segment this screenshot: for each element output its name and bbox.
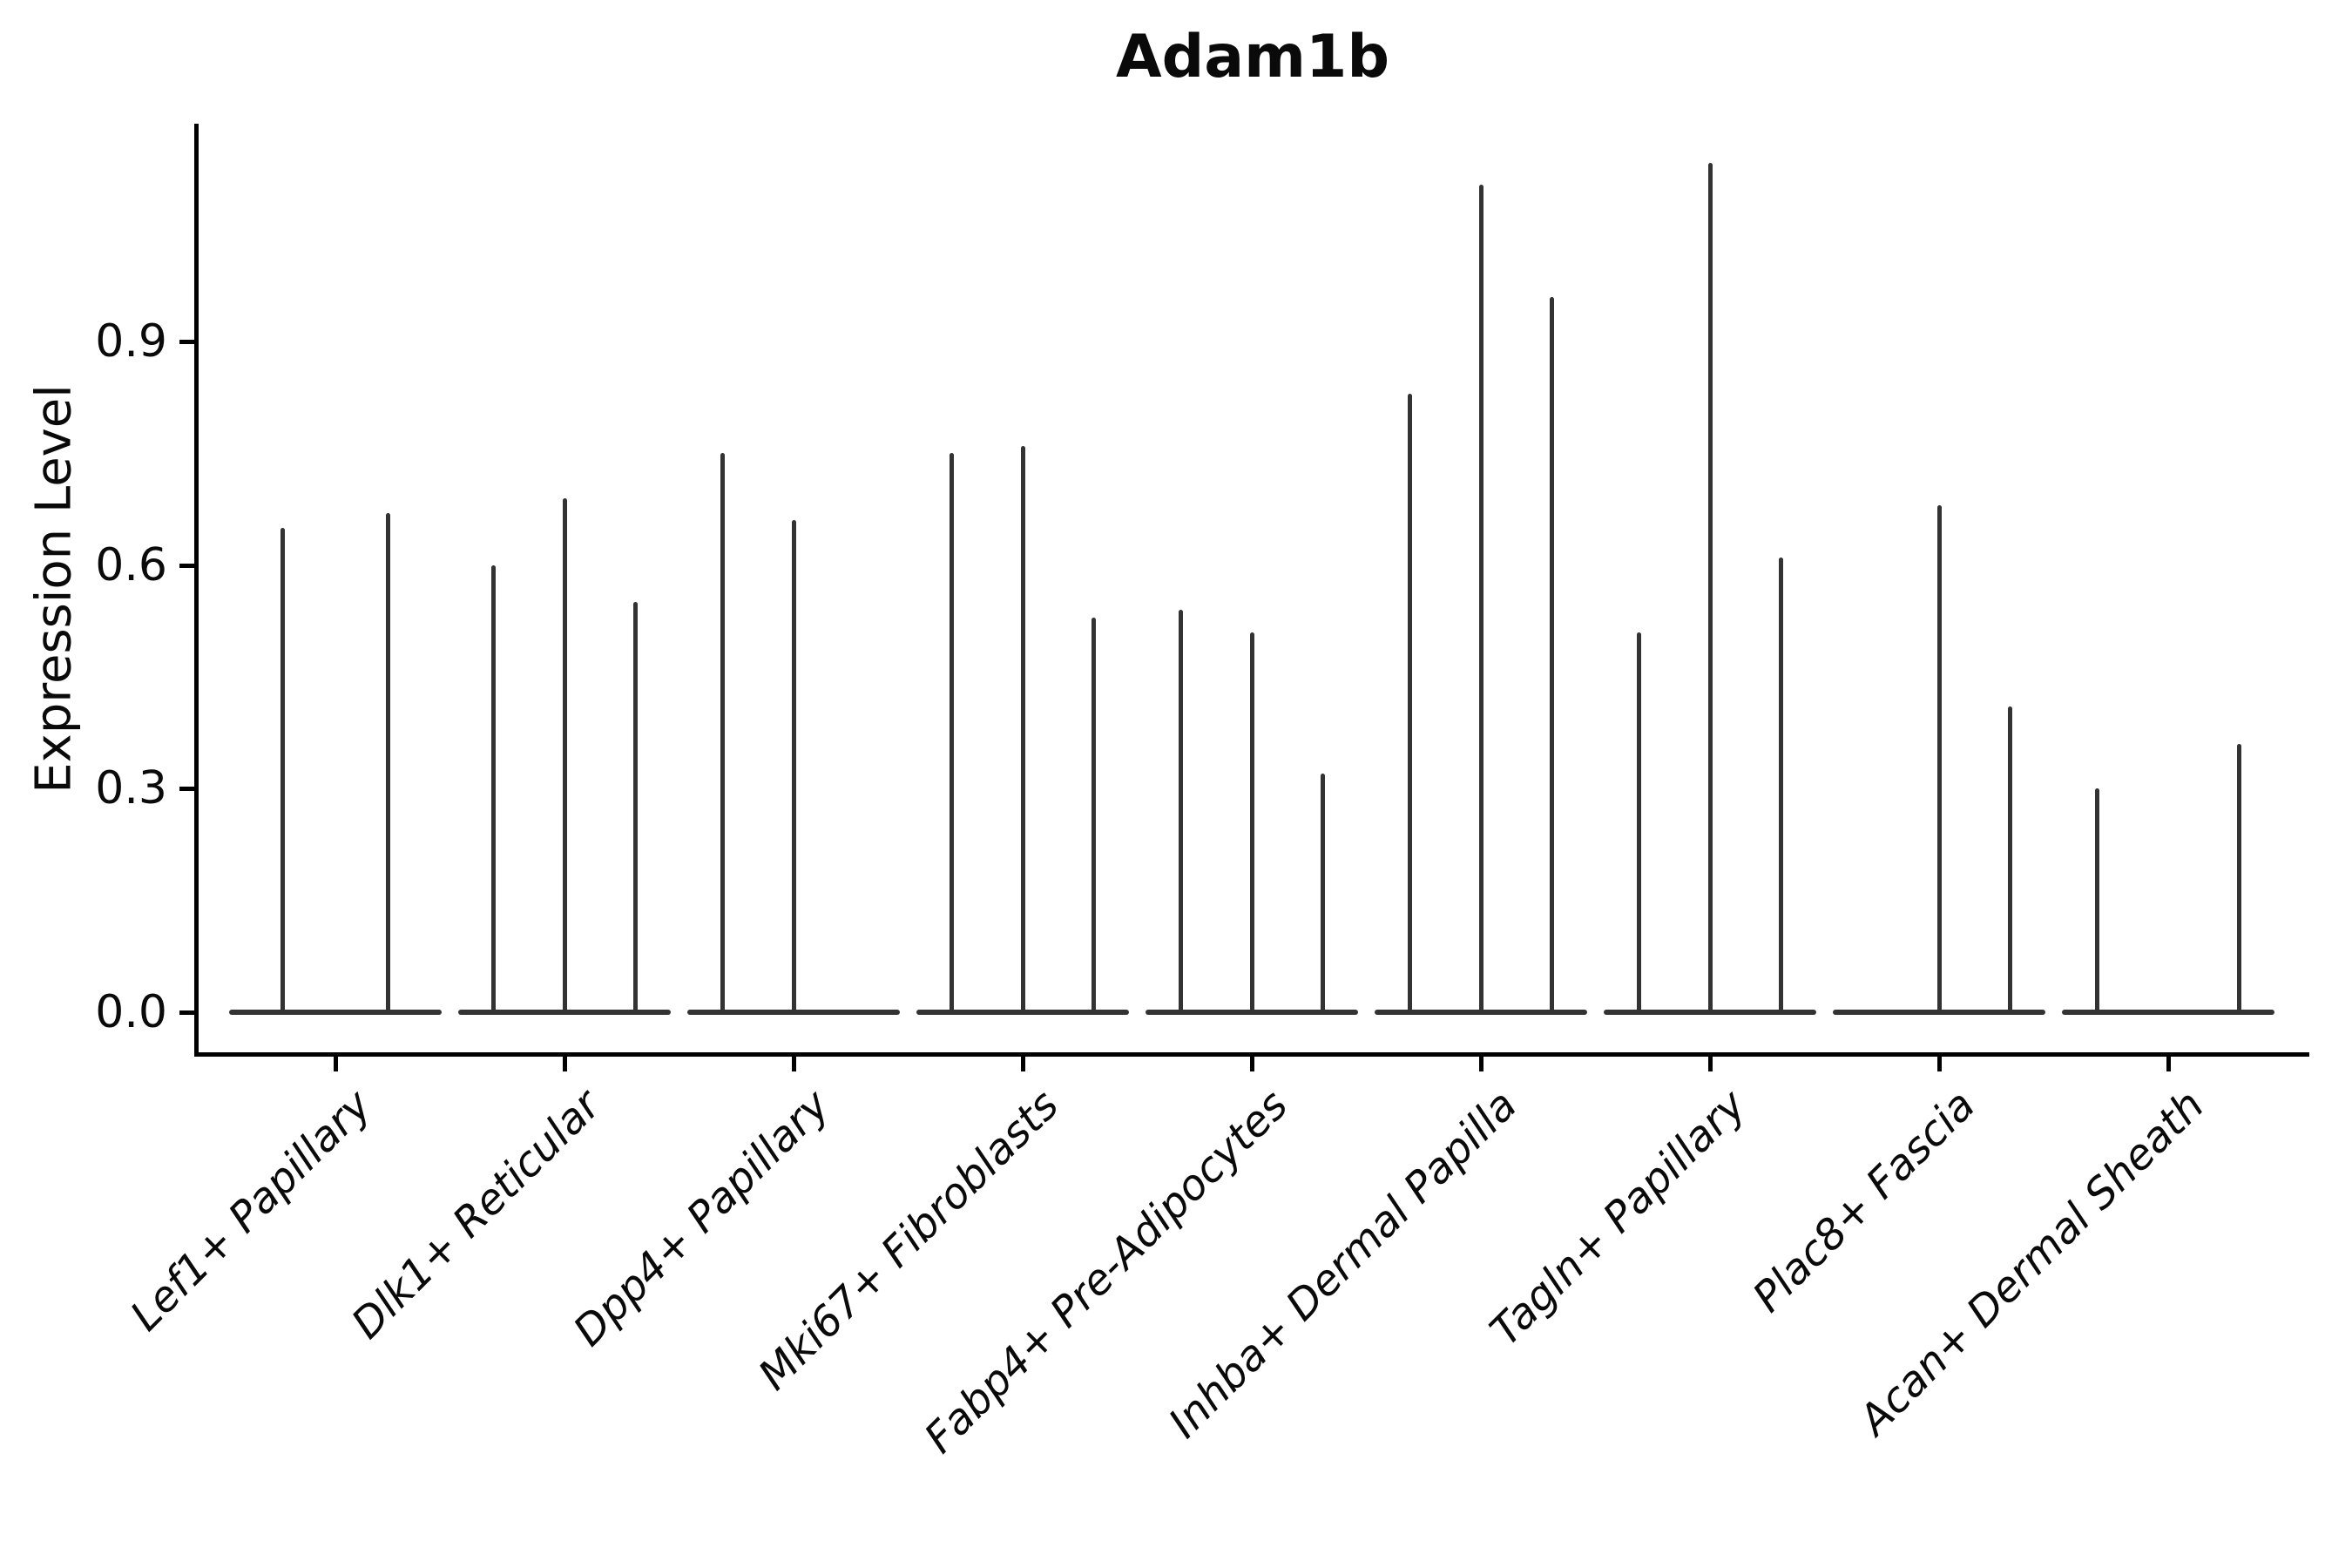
y-tick-mark — [179, 563, 195, 568]
violin-spike — [633, 602, 639, 1014]
violin-spike — [385, 512, 390, 1014]
x-tick-mark — [1479, 1056, 1484, 1071]
violin-spike — [1779, 558, 1784, 1014]
violin-spike — [1092, 617, 1097, 1014]
y-tick-mark — [179, 339, 195, 344]
x-tick-mark — [1250, 1056, 1254, 1071]
violin-spike — [2237, 743, 2242, 1014]
x-tick-mark — [334, 1056, 338, 1071]
chart-title: Adam1b — [1115, 23, 1390, 91]
x-tick-label: Dlk1+ Reticular — [341, 1080, 611, 1348]
y-axis-spine — [194, 124, 199, 1057]
y-tick-label: 0.6 — [95, 538, 167, 591]
violin-spike — [280, 527, 285, 1014]
violin-spike — [490, 564, 496, 1014]
violin-spike — [2008, 706, 2013, 1014]
x-tick-label: Tagln+ Papillary — [1480, 1080, 1756, 1355]
x-tick-mark — [2166, 1056, 2171, 1071]
x-tick-label: Dpp4+ Papillary — [564, 1080, 840, 1356]
violin-spike — [1550, 296, 1555, 1014]
x-tick-mark — [563, 1056, 567, 1071]
violin-spike — [791, 520, 796, 1014]
x-tick-label: Fabp4+ Pre-Adipocytes — [915, 1080, 1298, 1463]
violin-spike — [1178, 609, 1183, 1014]
y-tick-mark — [179, 1010, 195, 1015]
y-tick-label: 0.9 — [95, 314, 167, 368]
x-tick-mark — [792, 1056, 796, 1071]
violin-spike — [1020, 445, 1025, 1014]
violin-baseline — [2062, 1010, 2274, 1015]
violin-spike — [720, 453, 725, 1014]
y-tick-mark — [179, 787, 195, 792]
violin-spike — [1321, 774, 1326, 1014]
y-axis-label: Expression Level — [25, 384, 83, 794]
violin-spike — [1936, 505, 1942, 1014]
violin-spike — [2094, 788, 2099, 1014]
x-tick-mark — [1708, 1056, 1713, 1071]
y-tick-label: 0.0 — [95, 986, 167, 1038]
violin-spike — [1707, 162, 1713, 1014]
x-tick-mark — [1021, 1056, 1025, 1071]
violin-baseline — [229, 1010, 442, 1015]
violin-spike — [562, 497, 567, 1014]
violin-spike — [1636, 632, 1641, 1014]
violin-spike — [1478, 185, 1484, 1014]
x-tick-mark — [1937, 1056, 1942, 1071]
violin-spike — [1249, 632, 1254, 1014]
x-tick-label: Plac8+ Fascia — [1743, 1080, 1985, 1322]
x-axis-spine — [194, 1052, 2309, 1057]
y-tick-label: 0.3 — [95, 762, 167, 815]
x-tick-label: Lef1+ Papillary — [121, 1080, 382, 1341]
violin-spike — [1407, 393, 1412, 1014]
violin-spike — [949, 453, 954, 1014]
